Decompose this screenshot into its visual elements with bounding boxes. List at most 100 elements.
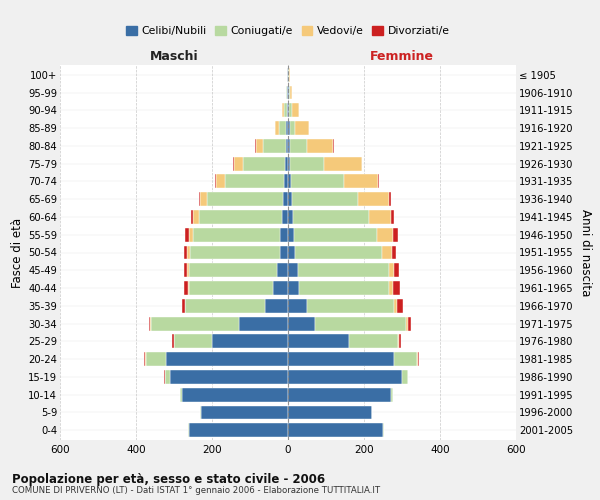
Bar (288, 316, 314, 330)
Bar (170, 370, 288, 384)
Bar (283, 210, 288, 224)
Bar (279, 121, 286, 135)
Bar (288, 228, 294, 241)
Bar (288, 424, 383, 437)
Text: COMUNE DI PRIVERNO (LT) - Dati ISTAT 1° gennaio 2006 - Elaborazione TUTTITALIA.I: COMUNE DI PRIVERNO (LT) - Dati ISTAT 1° … (12, 486, 380, 495)
Bar (193, 210, 199, 224)
Bar (290, 121, 295, 135)
Bar (284, 104, 287, 118)
Bar (289, 104, 292, 118)
Text: Femmine: Femmine (370, 50, 434, 63)
Bar (389, 281, 392, 295)
Bar (368, 210, 391, 224)
Bar (286, 121, 288, 135)
Bar (189, 228, 193, 241)
Bar (208, 192, 283, 206)
Bar (288, 334, 349, 348)
Bar (188, 424, 189, 437)
Bar (288, 264, 298, 277)
Bar (398, 334, 400, 348)
Bar (397, 299, 403, 312)
Bar (392, 246, 397, 260)
Bar (287, 68, 288, 82)
Bar (256, 139, 263, 153)
Bar (188, 281, 189, 295)
Bar (184, 281, 188, 295)
Bar (151, 316, 239, 330)
Bar (293, 210, 368, 224)
Bar (307, 299, 394, 312)
Bar (288, 104, 289, 118)
Bar (273, 281, 288, 295)
Bar (382, 246, 392, 260)
Bar (288, 139, 290, 153)
Bar (283, 192, 288, 206)
Bar (400, 334, 401, 348)
Bar (289, 68, 290, 82)
Bar (182, 388, 288, 402)
Bar (288, 86, 289, 100)
Bar (307, 139, 333, 153)
Bar (164, 370, 170, 384)
Bar (392, 281, 400, 295)
Bar (277, 264, 288, 277)
Bar (185, 299, 265, 312)
Bar (290, 139, 307, 153)
Bar (233, 156, 243, 170)
Bar (146, 352, 166, 366)
Bar (191, 210, 193, 224)
Bar (287, 86, 288, 100)
Bar (193, 228, 280, 241)
Bar (290, 86, 292, 100)
Bar (288, 352, 394, 366)
Bar (215, 174, 216, 188)
Bar (314, 316, 406, 330)
Bar (275, 121, 279, 135)
Bar (263, 139, 286, 153)
Bar (199, 210, 283, 224)
Legend: Celibi/Nubili, Coniugati/e, Vedovi/e, Divorziati/e: Celibi/Nubili, Coniugati/e, Vedovi/e, Di… (122, 22, 454, 40)
Bar (383, 424, 384, 437)
Bar (418, 352, 419, 366)
Bar (166, 352, 288, 366)
Bar (349, 334, 398, 348)
Bar (406, 316, 408, 330)
Bar (324, 156, 362, 170)
Bar (212, 334, 288, 348)
Bar (288, 246, 295, 260)
Bar (216, 174, 226, 188)
Bar (243, 156, 285, 170)
Bar (284, 174, 288, 188)
Bar (291, 174, 344, 188)
Bar (290, 156, 324, 170)
Bar (288, 121, 290, 135)
Bar (394, 299, 397, 312)
Bar (285, 156, 288, 170)
Bar (184, 246, 187, 260)
Y-axis label: Anni di nascita: Anni di nascita (579, 209, 592, 296)
Y-axis label: Fasce di età: Fasce di età (11, 218, 24, 288)
Bar (389, 264, 394, 277)
Bar (288, 156, 290, 170)
Bar (394, 264, 399, 277)
Bar (288, 299, 307, 312)
Bar (189, 264, 277, 277)
Bar (187, 246, 190, 260)
Bar (199, 192, 200, 206)
Bar (280, 228, 288, 241)
Bar (187, 264, 189, 277)
Bar (200, 406, 288, 419)
Bar (239, 316, 288, 330)
Bar (417, 352, 418, 366)
Bar (288, 174, 291, 188)
Bar (286, 139, 288, 153)
Bar (294, 228, 377, 241)
Bar (174, 334, 212, 348)
Bar (288, 210, 293, 224)
Bar (189, 281, 273, 295)
Bar (190, 246, 280, 260)
Bar (358, 192, 389, 206)
Bar (389, 192, 391, 206)
Bar (408, 316, 411, 330)
Text: Popolazione per età, sesso e stato civile - 2006: Popolazione per età, sesso e stato civil… (12, 472, 325, 486)
